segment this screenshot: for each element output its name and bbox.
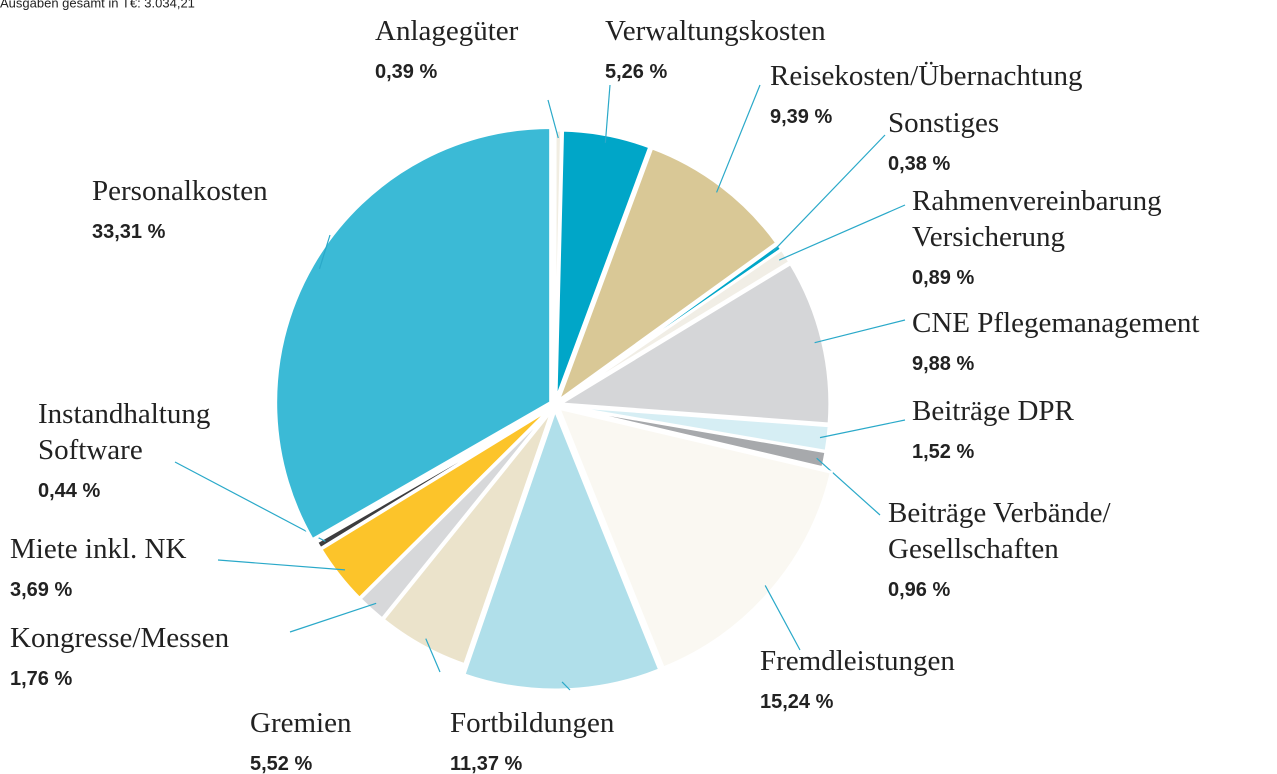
leader-line [814,319,906,344]
value-label: 9,39 % [770,106,832,128]
leader-line [318,234,331,270]
pie-slice [314,406,552,551]
slice-label: Gremien [250,707,352,739]
value-label: 11,37 % [450,753,523,774]
leader-line [772,134,886,252]
leader-line [547,99,559,139]
value-label: 0,38 % [888,153,950,175]
leader-line [604,84,611,143]
pie-slice [556,406,834,670]
value-label: 1,52 % [912,441,974,463]
chart-title: Ausgaben gesamt in T€: 3.034,21 [0,0,195,11]
leader-line [716,84,761,193]
slice-label: Fremdleistungen [760,645,955,677]
slice-label: Reisekosten/Übernachtung [770,60,1082,92]
leader-line [425,638,441,673]
slice-label: Beiträge DPR [912,395,1075,427]
leader-line [764,585,801,651]
pie-slice [462,405,662,692]
leader-line [778,204,906,261]
slice-label: Beiträge Verbände/Gesellschaften [888,497,1111,565]
value-label: 5,26 % [605,61,667,83]
pie-slice [559,404,828,470]
slice-label: Personalkosten [92,175,268,207]
pie-slice [554,145,779,406]
slice-label: Verwaltungskosten [605,15,826,47]
slice-label: Anlagegüter [375,15,519,47]
pie-slice [274,125,553,542]
slice-label: Kongresse/Messen [10,622,230,654]
leader-line [174,461,326,542]
value-label: 0,44 % [38,480,100,502]
leader-line [816,457,881,516]
value-label: 5,52 % [250,753,312,774]
value-label: 0,89 % [912,267,974,289]
slice-label: Instandhaltung Software [38,398,210,466]
value-label: 33,31 % [92,221,166,243]
slice-label: Fortbildungen [450,707,615,739]
leader-line [819,419,906,439]
leader-line [561,681,571,691]
slice-label: CNE Pflegemanagement [912,307,1200,339]
slice-label: Sonstiges [888,107,999,139]
value-label: 15,24 % [760,691,834,713]
slice-label: Rahmenvereinbarung Versicherung [912,185,1162,253]
leader-line [217,559,346,571]
slice-label: Miete inkl. NK [10,533,186,565]
value-label: 1,76 % [10,668,72,690]
pie-slice [558,247,793,404]
value-label: 0,96 % [888,579,950,601]
value-label: 9,88 % [912,353,974,375]
pie-slice [554,128,652,401]
leader-line [289,602,377,633]
value-label: 0,39 % [375,61,437,83]
value-label: 3,69 % [10,579,72,601]
